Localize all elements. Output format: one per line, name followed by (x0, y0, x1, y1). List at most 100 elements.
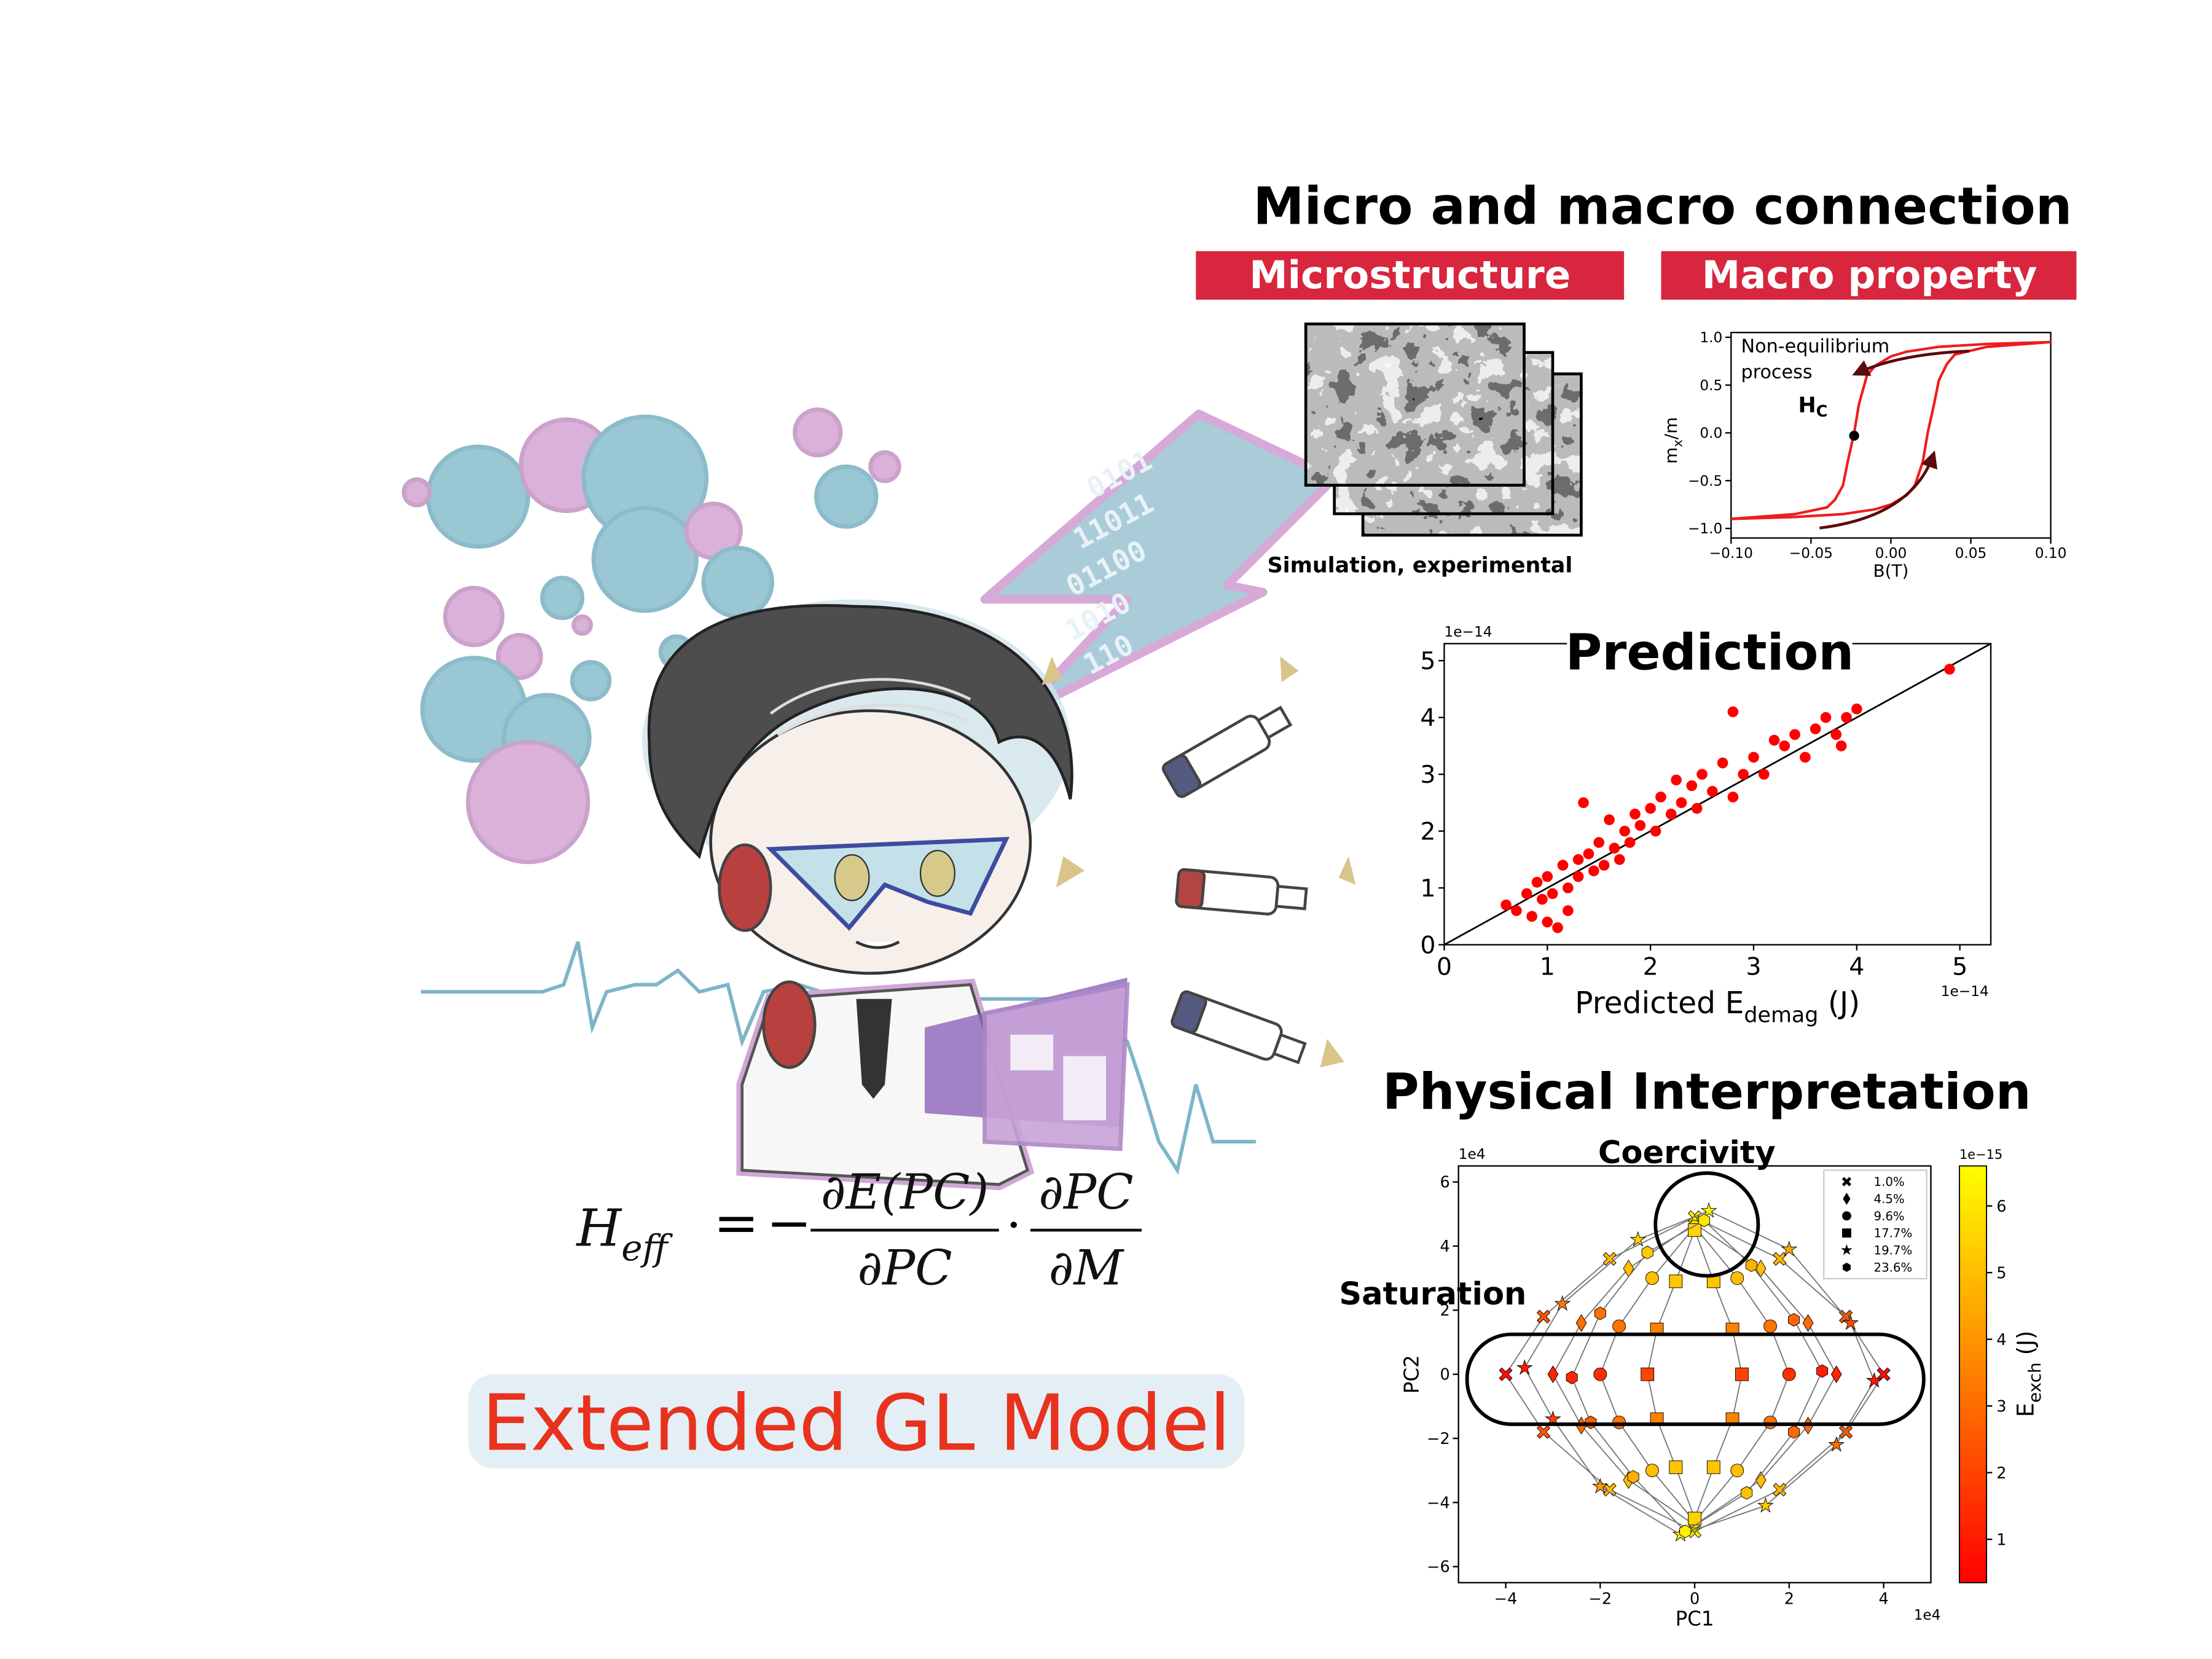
hc-point (1849, 431, 1859, 441)
annotation: Non-equilibrium (1741, 336, 1890, 358)
annotation: Coercivity (1598, 1135, 1776, 1171)
y-tick-label: −6 (1427, 1558, 1450, 1577)
y-tick-label: 0.5 (1700, 377, 1722, 394)
y-tick-label: −0.5 (1688, 473, 1722, 489)
marker (1698, 1214, 1710, 1228)
point (1604, 814, 1615, 825)
x-tick-label: 1 (1540, 952, 1555, 981)
point (1521, 888, 1532, 900)
y-tick-label: −1.0 (1688, 520, 1722, 537)
offset-text: 1e−15 (1959, 1147, 2002, 1162)
tag-label: Microstructure (1249, 253, 1571, 297)
tag (1196, 251, 1625, 300)
point (1500, 899, 1512, 911)
lightning-bolt: 0101 11011 01100 1010 110 (980, 409, 1339, 718)
point (1526, 911, 1537, 922)
label-text: E (2013, 1403, 2039, 1417)
arrow (1819, 450, 1938, 530)
marker (1730, 1464, 1744, 1478)
ecg-line (421, 941, 1256, 1175)
equation-subscript: eff (621, 1227, 673, 1269)
point (1619, 825, 1630, 837)
marker (1730, 1271, 1744, 1285)
marker (1843, 1193, 1851, 1205)
marker (1865, 1371, 1883, 1388)
colorbar-tick-label: 4 (1996, 1331, 2006, 1349)
axis-label: Eexch (J) (2013, 1330, 2045, 1417)
y-tick-label: 0.0 (1700, 425, 1722, 442)
equation-equals: = (713, 1191, 759, 1255)
marker (1781, 1241, 1798, 1257)
marker (1773, 1252, 1787, 1266)
equation-lhs: H (575, 1198, 622, 1258)
marker (1735, 1367, 1749, 1381)
marker (1741, 1486, 1753, 1500)
x-tick-label: 0.05 (1955, 545, 1987, 562)
x-tick-label: −0.10 (1709, 545, 1753, 562)
label-subscript: x (1670, 439, 1685, 447)
tag-label: Macro property (1702, 253, 2037, 297)
highlight-region (1465, 1332, 1926, 1426)
legend-box (1823, 1169, 1928, 1280)
x-tick-label: 5 (1952, 952, 1967, 981)
marker (1554, 1295, 1571, 1311)
marker (1630, 1231, 1647, 1247)
x-tick-label: 0.00 (1875, 545, 1907, 562)
marker (1591, 1478, 1609, 1494)
marker (1841, 1177, 1852, 1186)
point (1572, 854, 1584, 865)
y-tick-label: 0 (1420, 931, 1435, 959)
colorbar-tick-label: 2 (1996, 1464, 2006, 1483)
axis-label: mx/m (1661, 417, 1685, 464)
scientist-figure (642, 599, 1356, 1191)
marker (1787, 1425, 1800, 1439)
equation-denominator: ∂PC (857, 1239, 952, 1296)
marker (1669, 1274, 1683, 1288)
marker (1641, 1367, 1655, 1381)
marker (1841, 1211, 1851, 1221)
point (1655, 791, 1666, 802)
equation-denominator: ∂M (1049, 1239, 1125, 1296)
arrow (1852, 350, 1970, 376)
x-tick-label: −0.05 (1789, 545, 1833, 562)
marker (1842, 1314, 1859, 1330)
y-tick-label: −4 (1427, 1494, 1450, 1512)
x-axis-label: PC1 (1676, 1607, 1714, 1630)
legend-label: 1.0% (1874, 1175, 1905, 1189)
point (1841, 712, 1852, 723)
marker (1547, 1365, 1559, 1384)
offset-text: 1e4 (1914, 1607, 1941, 1623)
marker (1841, 1244, 1853, 1255)
marker (1585, 1415, 1597, 1429)
marker (1706, 1461, 1720, 1474)
point (1820, 712, 1832, 723)
x-tick-label: −4 (1494, 1590, 1518, 1609)
legend-label: 9.6% (1874, 1209, 1905, 1223)
caption: Simulation, experimental (1268, 553, 1573, 578)
reference-line (1443, 643, 1991, 946)
label-text: (J) (2013, 1330, 2039, 1362)
marker (1566, 1370, 1578, 1384)
x-tick-label: 0 (1437, 952, 1452, 981)
marker (1816, 1364, 1829, 1378)
point (1578, 797, 1589, 809)
legend-label: 4.5% (1874, 1192, 1905, 1206)
annotation: process (1741, 361, 1813, 383)
bubbles (401, 407, 901, 865)
marker (1602, 1483, 1617, 1497)
point (1614, 854, 1625, 865)
point (1531, 877, 1543, 888)
hc-label: HC (1798, 393, 1827, 421)
axis-label: Predicted Edemag (J) (1575, 986, 1860, 1028)
x-tick-label: 4 (1878, 1590, 1888, 1609)
marker (1641, 1245, 1653, 1260)
point (1557, 860, 1569, 871)
point (1609, 842, 1620, 854)
marker (1612, 1415, 1626, 1429)
y-tick-label: 1 (1420, 874, 1435, 903)
point (1671, 774, 1682, 786)
legend-label: 19.7% (1874, 1244, 1913, 1258)
point (1552, 922, 1563, 933)
marker (1612, 1319, 1626, 1333)
marker (1645, 1464, 1659, 1478)
